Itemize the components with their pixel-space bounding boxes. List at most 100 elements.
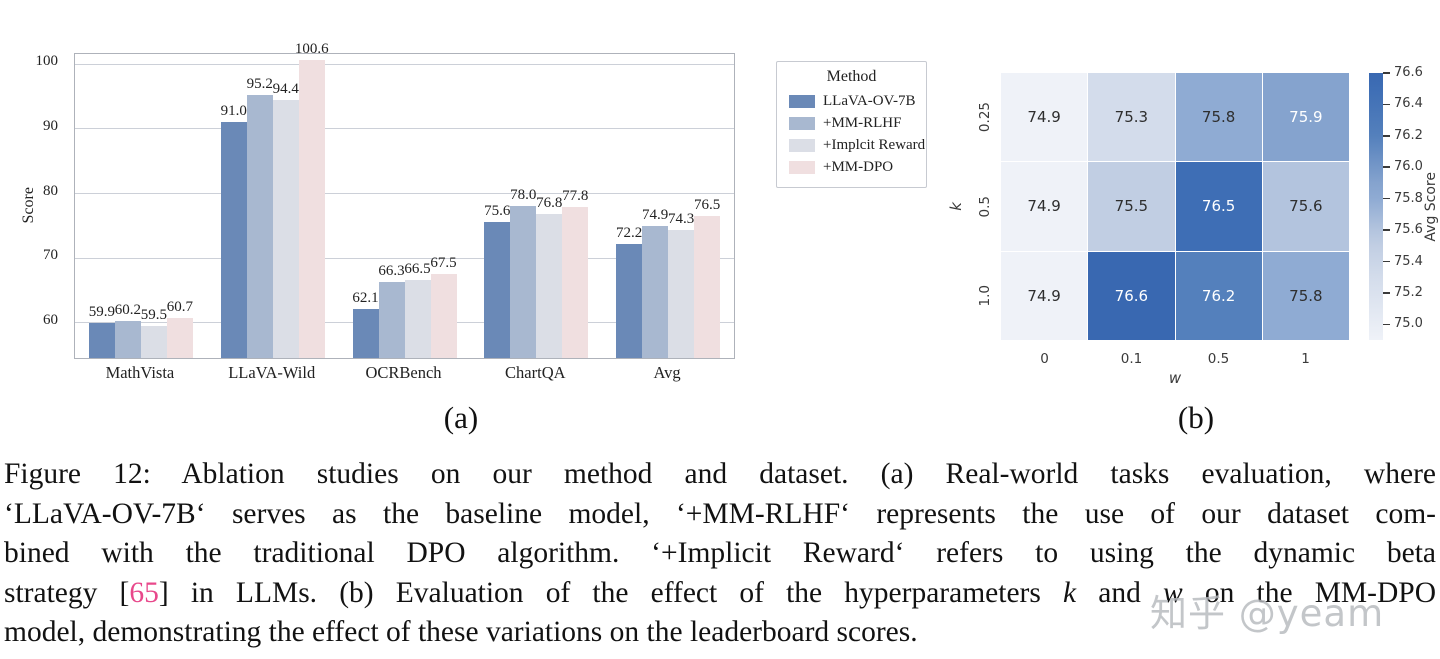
- caption-text: bined with the traditional DPO algorithm…: [4, 537, 1436, 570]
- bar: [88, 323, 115, 358]
- figure-caption: Figure 12: Ablation studies on our metho…: [4, 455, 1436, 653]
- caption-line: model, demonstrating the effect of these…: [4, 613, 1436, 653]
- heatmap-x-axis-label: w: [1168, 369, 1182, 387]
- legend: Method LLaVA-OV-7B +MM-RLHF +Implcit Rew…: [776, 61, 927, 188]
- bar: [642, 226, 669, 358]
- heatmap-cell: 76.5: [1175, 162, 1262, 251]
- colorbar-tick-label: 76.2: [1394, 127, 1423, 143]
- bar-value-label: 91.0: [220, 102, 247, 119]
- gridline: [75, 128, 734, 130]
- category-label: MathVista: [105, 363, 175, 382]
- bar: [562, 207, 589, 358]
- bar-chart-x-category-labels: MathVista LLaVA-Wild OCRBench ChartQA Av…: [74, 363, 733, 383]
- bar-value-label: 94.4: [272, 80, 299, 97]
- caption-text: model, demonstrating the effect of these…: [4, 616, 918, 649]
- caption-line: strategy [65] in LLMs. (b) Evaluation of…: [4, 574, 1436, 614]
- y-tick-text: 0.25: [977, 102, 993, 133]
- caption-line: Figure 12: Ablation studies on our metho…: [4, 455, 1436, 495]
- panel-a-label: (a): [443, 400, 479, 435]
- legend-swatch: [789, 116, 815, 130]
- legend-swatch: [789, 138, 815, 152]
- heatmap-cell: 75.8: [1175, 73, 1262, 162]
- bar: [114, 321, 141, 358]
- category-label: Avg: [653, 363, 681, 382]
- category-label: ChartQA: [505, 363, 566, 382]
- heatmap-cell: 75.9: [1262, 73, 1349, 162]
- bar: [404, 280, 431, 358]
- bar-value-label: 67.5: [430, 254, 457, 271]
- legend-label: +MM-RLHF: [823, 114, 902, 131]
- gridline: [75, 63, 734, 65]
- colorbar-tick-mark: [1383, 323, 1390, 326]
- heatmap-cell: 75.5: [1088, 162, 1175, 251]
- y-tick-text: 0.5: [977, 195, 993, 218]
- bar: [272, 99, 299, 358]
- colorbar-tick-mark: [1383, 260, 1390, 263]
- heatmap-x-tick: 1: [1301, 351, 1310, 367]
- colorbar-tick-mark: [1383, 197, 1390, 200]
- legend-swatch: [789, 160, 815, 174]
- caption-text: ] in LLMs. (b) Evaluation of the effect …: [158, 576, 1064, 609]
- colorbar-tick-label: 76.6: [1394, 65, 1423, 80]
- y-tick-label: 100: [35, 53, 59, 70]
- bar-value-label: 75.6: [484, 202, 511, 219]
- bar-value-label: 59.9: [88, 304, 116, 321]
- bar: [220, 121, 247, 358]
- colorbar-tick-label: 75.4: [1394, 253, 1423, 269]
- category-label: OCRBench: [365, 363, 442, 382]
- bar-value-label: 77.8: [562, 188, 589, 205]
- colorbar-tick-label: 75.2: [1394, 284, 1423, 300]
- legend-swatch: [789, 94, 815, 108]
- colorbar-tick-mark: [1383, 166, 1390, 168]
- bar: [298, 59, 325, 358]
- bar: [246, 94, 273, 358]
- heatmap-cell: 74.9: [1001, 251, 1088, 340]
- colorbar-tick-labels: 76.6 76.4 76.2 76.0 75.8 75.6 75.4 75.2 75.0: [1383, 65, 1438, 340]
- bar: [166, 317, 193, 358]
- colorbar-tick-label: 75.0: [1394, 316, 1423, 332]
- bar-value-label: 76.5: [693, 196, 721, 213]
- bar-value-label: 59.5: [140, 306, 168, 323]
- legend-title: Method: [826, 68, 877, 85]
- heatmap-grid: 74.9 75.3 75.8 75.9 74.9 75.5 76.5 75.6 74.9 76.6…: [1001, 73, 1349, 340]
- colorbar-tick-mark: [1383, 292, 1390, 294]
- caption-text: and: [1076, 576, 1164, 609]
- bar: [484, 221, 511, 358]
- panel-b-label: (b): [1177, 400, 1215, 435]
- bar-value-label: 100.6: [294, 40, 329, 57]
- heatmap-cell: 75.6: [1262, 162, 1349, 251]
- heatmap-x-tick-labels: 0 0.1 0.5 1: [1001, 351, 1349, 367]
- legend-label: LLaVA-OV-7B: [823, 92, 916, 109]
- y-tick-label: 90: [43, 117, 58, 134]
- legend-entry: LLaVA-OV-7B: [777, 90, 926, 112]
- heatmap-y-tick: 0.25: [973, 73, 997, 162]
- colorbar-tick-mark: [1383, 135, 1390, 137]
- bar: [510, 206, 537, 358]
- bar: [378, 281, 405, 358]
- watermark: 知乎 @yeam: [1150, 592, 1385, 635]
- bar: [430, 273, 457, 358]
- y-tick-text: 1.0: [977, 284, 993, 307]
- bar: [616, 243, 643, 358]
- colorbar-tick-label: 75.6: [1394, 222, 1423, 238]
- citation-link[interactable]: 65: [129, 576, 159, 609]
- colorbar-label-text: Avg Score: [1423, 171, 1439, 242]
- bar-value-label: 66.3: [378, 262, 405, 279]
- bar-value-label: 74.9: [641, 207, 669, 224]
- caption-text: ‘LLaVA-OV-7B‘ serves as the baseline mod…: [4, 497, 1436, 530]
- colorbar-tick-label: 76.4: [1394, 96, 1423, 112]
- colorbar-tick-mark: [1383, 72, 1390, 74]
- y-tick-label: 60: [43, 311, 58, 328]
- heatmap-cell: 75.8: [1262, 251, 1349, 340]
- colorbar-tick-mark: [1383, 103, 1390, 106]
- bar-value-label: 78.0: [510, 187, 537, 203]
- heatmap-cell: 74.9: [1001, 162, 1088, 251]
- heatmap-y-axis-label: k: [946, 73, 966, 340]
- heatmap-y-tick: 0.5: [973, 162, 997, 251]
- bar: [352, 308, 379, 358]
- bar: [668, 229, 695, 358]
- bar-value-label: 60.7: [166, 298, 194, 315]
- caption-text: w: [1163, 576, 1183, 609]
- colorbar: [1369, 73, 1383, 340]
- heatmap-cell: 76.2: [1175, 251, 1262, 340]
